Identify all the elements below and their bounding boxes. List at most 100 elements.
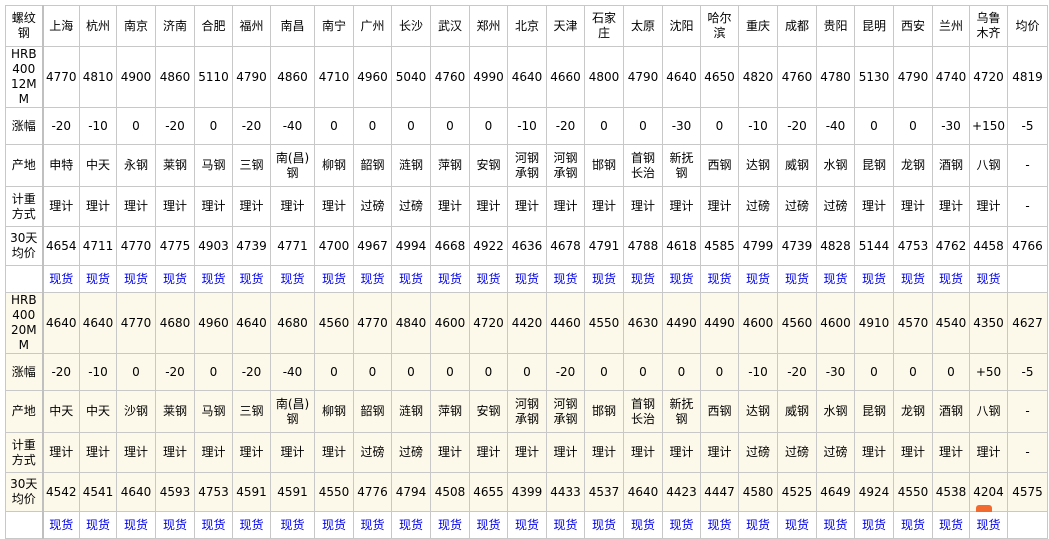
spot-link[interactable]: 现货 [514, 271, 539, 286]
spot-link[interactable]: 现货 [784, 517, 809, 532]
spot-cell: 现货 [314, 511, 354, 539]
spot-link[interactable]: 现货 [437, 517, 462, 532]
price-cell: 4490 [700, 292, 739, 354]
spot-cell: 现货 [391, 511, 431, 539]
spot-link[interactable]: 现货 [201, 271, 226, 286]
spot-link[interactable]: 现货 [360, 517, 385, 532]
weigh-cell: 过磅 [353, 186, 392, 227]
change-cell: -30 [932, 107, 970, 145]
spot-link[interactable]: 现货 [707, 517, 732, 532]
spot-link[interactable]: 现货 [784, 271, 809, 286]
spot-link[interactable]: 现货 [669, 517, 694, 532]
spot-cell: 现货 [270, 511, 315, 539]
spot-link[interactable]: 现货 [591, 271, 616, 286]
floating-widget-icon[interactable] [976, 505, 992, 512]
header-city: 石家庄 [584, 5, 624, 47]
spot-link[interactable]: 现货 [280, 517, 305, 532]
spot-cell: 现货 [662, 511, 701, 539]
header-city: 杭州 [79, 5, 117, 47]
spot-link[interactable]: 现货 [707, 271, 732, 286]
spot-link[interactable]: 现货 [239, 517, 264, 532]
spot-link[interactable]: 现货 [360, 271, 385, 286]
spot-link[interactable]: 现货 [85, 517, 110, 532]
spot-link[interactable]: 现货 [398, 517, 423, 532]
spot-cell: 现货 [700, 511, 739, 539]
spot-cell: 现货 [42, 265, 80, 293]
avg30-cell: 4739 [777, 226, 817, 266]
origin-cell: 马钢 [194, 144, 233, 187]
weigh-cell: 理计 [232, 432, 271, 473]
origin-cell: 河钢承钢 [546, 390, 585, 433]
price-cell: 4860 [155, 46, 195, 108]
change-cell: -20 [155, 107, 195, 145]
avg30-cell: 4640 [623, 472, 663, 512]
avg30-cell: 4585 [700, 226, 739, 266]
spot-link[interactable]: 现货 [900, 517, 925, 532]
price-cell: 4790 [232, 46, 271, 108]
spot-link[interactable]: 现货 [976, 271, 1001, 286]
spot-link[interactable]: 现货 [976, 517, 1001, 532]
change-cell: -10 [738, 107, 778, 145]
spot-link[interactable]: 现货 [514, 517, 539, 532]
origin-cell: 邯钢 [584, 144, 624, 187]
spot-link[interactable]: 现货 [437, 271, 462, 286]
spot-link[interactable]: 现货 [162, 271, 187, 286]
spot-link[interactable]: 现货 [321, 517, 346, 532]
change-cell: 0 [314, 353, 354, 391]
avg30-cell: 4771 [270, 226, 315, 266]
weigh-cell: 理计 [314, 186, 354, 227]
spot-link[interactable]: 现货 [239, 271, 264, 286]
price-cell: 4910 [854, 292, 894, 354]
spot-link[interactable]: 现货 [553, 517, 578, 532]
spot-link[interactable]: 现货 [321, 271, 346, 286]
avg30-cell: 4678 [546, 226, 585, 266]
spot-link[interactable]: 现货 [591, 517, 616, 532]
weigh-cell: 过磅 [738, 432, 778, 473]
header-city: 太原 [623, 5, 663, 47]
spot-link[interactable]: 现货 [398, 271, 423, 286]
header-city: 西安 [893, 5, 933, 47]
price-cell: 4770 [116, 292, 156, 354]
spot-link[interactable]: 现货 [630, 517, 655, 532]
spot-link[interactable]: 现货 [123, 517, 148, 532]
spot-link[interactable]: 现货 [553, 271, 578, 286]
spot-link[interactable]: 现货 [49, 517, 74, 532]
change-cell: 0 [116, 353, 156, 391]
price-cell: 4680 [270, 292, 315, 354]
weigh-cell: 理计 [79, 186, 117, 227]
spot-link[interactable]: 现货 [669, 271, 694, 286]
spot-link[interactable]: 现货 [123, 271, 148, 286]
price-cell: 4660 [546, 46, 585, 108]
spot-link[interactable]: 现货 [823, 271, 848, 286]
spot-link[interactable]: 现货 [162, 517, 187, 532]
change-cell: -5 [1007, 353, 1048, 391]
change-cell: 0 [932, 353, 970, 391]
spot-link[interactable]: 现货 [938, 271, 963, 286]
spot-cell: 现货 [584, 511, 624, 539]
spot-link[interactable]: 现货 [476, 271, 501, 286]
spot-link[interactable]: 现货 [201, 517, 226, 532]
weigh-cell: 理计 [854, 432, 894, 473]
spot-link[interactable]: 现货 [861, 517, 886, 532]
price-cell: 4630 [623, 292, 663, 354]
header-city: 郑州 [469, 5, 508, 47]
change-cell: 0 [391, 107, 431, 145]
spot-link[interactable]: 现货 [938, 517, 963, 532]
spot-cell: 现货 [969, 265, 1008, 293]
spot-link[interactable]: 现货 [861, 271, 886, 286]
spot-link[interactable]: 现货 [49, 271, 74, 286]
spot-link[interactable]: 现货 [900, 271, 925, 286]
spot-link[interactable]: 现货 [630, 271, 655, 286]
weigh-cell: 理计 [116, 186, 156, 227]
spot-link[interactable]: 现货 [476, 517, 501, 532]
change-cell: 0 [353, 107, 392, 145]
spot-link[interactable]: 现货 [745, 271, 770, 286]
weigh-cell: 理计 [116, 432, 156, 473]
avg30-cell: 4433 [546, 472, 585, 512]
spot-link[interactable]: 现货 [280, 271, 305, 286]
weigh-cell: 理计 [270, 432, 315, 473]
spot-link[interactable]: 现货 [823, 517, 848, 532]
price-cell: 4760 [777, 46, 817, 108]
spot-link[interactable]: 现货 [85, 271, 110, 286]
spot-link[interactable]: 现货 [745, 517, 770, 532]
